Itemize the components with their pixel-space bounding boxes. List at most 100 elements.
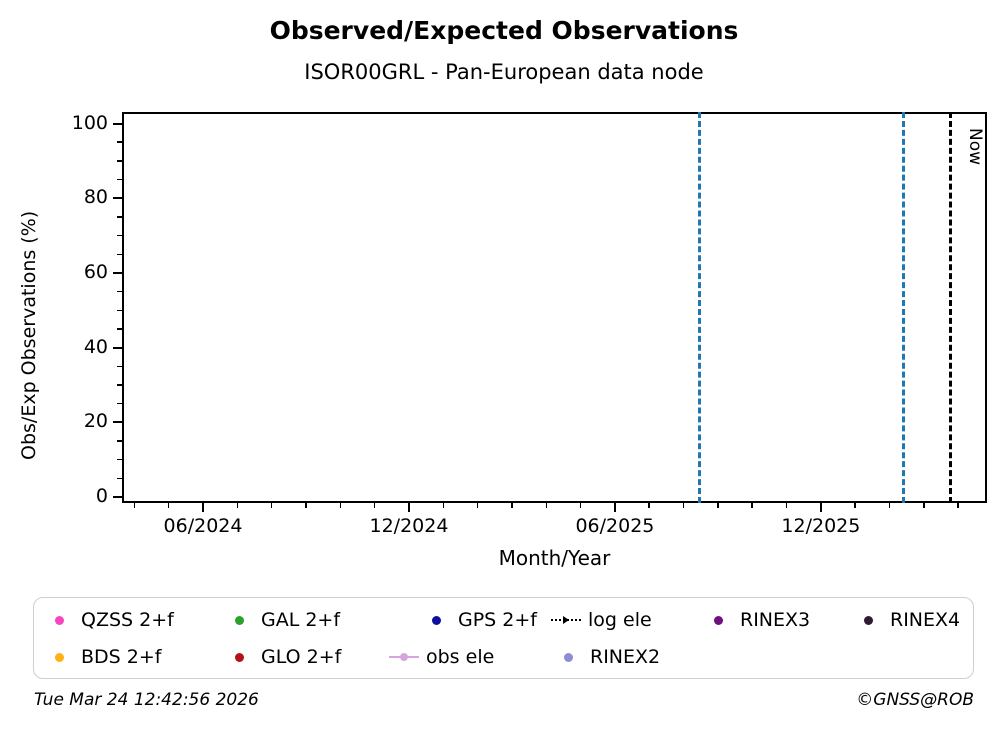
y-tick-minor — [117, 290, 122, 293]
x-tick-minor — [305, 503, 307, 508]
y-tick-major — [113, 197, 122, 200]
x-tick-minor — [373, 503, 376, 508]
rinex3-dot-icon — [713, 615, 723, 625]
legend-marker — [389, 650, 419, 664]
y-tick-minor — [117, 477, 122, 480]
legend-marker — [421, 613, 451, 627]
x-tick-minor — [167, 503, 170, 508]
y-tick-minor — [117, 402, 122, 405]
legend-label: GAL 2+f — [261, 609, 341, 631]
y-tick-label: 100 — [71, 111, 108, 134]
y-tick-minor — [117, 216, 122, 218]
y-tick-major — [113, 421, 122, 424]
y-tick-minor — [117, 440, 122, 442]
x-tick-minor — [957, 503, 959, 508]
plot-frame — [122, 112, 987, 503]
legend-label: BDS 2+f — [81, 646, 162, 668]
x-tick-minor — [717, 503, 719, 508]
bds-2-f-dot-icon — [54, 652, 64, 662]
plot-timestamp: Tue Mar 24 12:42:56 2026 — [34, 690, 259, 710]
legend-item-qzss-2-f: QZSS 2+f — [44, 608, 174, 632]
x-tick-minor — [133, 503, 136, 508]
legend-marker — [703, 613, 733, 627]
x-tick-minor — [785, 503, 788, 508]
x-tick-label: 12/2025 — [781, 515, 861, 537]
legend-label: obs ele — [426, 646, 495, 668]
chart-title: Observed/Expected Observations — [269, 16, 739, 45]
legend-item-gal-2-f: GAL 2+f — [224, 608, 340, 632]
y-tick-minor — [117, 384, 122, 386]
legend-label: RINEX4 — [890, 609, 961, 631]
rinex4-dot-icon — [863, 615, 873, 625]
y-tick-minor — [117, 234, 122, 237]
x-tick-minor — [923, 503, 925, 508]
legend-item-rinex2: RINEX2 — [553, 645, 660, 669]
legend-label: log ele — [588, 609, 652, 631]
y-tick-label: 20 — [83, 410, 108, 433]
x-tick-minor — [236, 503, 239, 508]
y-tick-major — [113, 496, 122, 499]
y-tick-major — [113, 122, 122, 125]
legend-item-obs-ele: obs ele — [389, 645, 494, 669]
copyright-credit: ©GNSS@ROB — [856, 690, 974, 710]
legend-label: GLO 2+f — [261, 646, 342, 668]
x-tick-minor — [270, 503, 273, 508]
legend-marker — [44, 613, 74, 627]
legend-label: RINEX3 — [740, 609, 811, 631]
x-tick-minor — [442, 503, 445, 508]
qzss-2-f-dot-icon — [54, 615, 64, 625]
x-tick-minor — [888, 503, 891, 508]
x-tick-minor — [339, 503, 342, 508]
x-tick-minor — [648, 503, 650, 508]
x-tick-major — [613, 503, 616, 512]
event-vline — [697, 112, 701, 503]
legend-item-bds-2-f: BDS 2+f — [44, 645, 161, 669]
x-tick-major — [202, 503, 205, 512]
y-tick-label: 0 — [95, 485, 108, 508]
x-tick-major — [819, 503, 822, 512]
gal-2-f-dot-icon — [234, 615, 244, 625]
y-tick-minor — [117, 178, 122, 181]
legend-marker — [224, 650, 254, 664]
legend-marker — [44, 650, 74, 664]
x-tick-minor — [545, 503, 547, 508]
y-tick-minor — [117, 141, 122, 143]
legend-label: RINEX2 — [590, 646, 661, 668]
legend-item-rinex4: RINEX4 — [853, 608, 960, 632]
y-tick-minor — [117, 458, 122, 461]
y-tick-label: 80 — [83, 186, 108, 209]
log-ele-arrow-icon — [563, 616, 569, 624]
x-tick-major — [407, 503, 410, 512]
y-tick-major — [113, 271, 122, 274]
legend-marker — [224, 613, 254, 627]
glo-2-f-dot-icon — [234, 652, 244, 662]
x-axis-label: Month/Year — [498, 546, 611, 570]
y-tick-minor — [117, 309, 122, 312]
x-tick-label: 12/2024 — [369, 515, 449, 537]
event-vline — [902, 112, 906, 503]
rinex2-dot-icon — [563, 652, 573, 662]
y-tick-minor — [117, 365, 122, 368]
gps-2-f-dot-icon — [431, 615, 441, 625]
y-tick-minor — [117, 160, 122, 162]
y-tick-minor — [117, 253, 122, 256]
y-tick-major — [113, 346, 122, 349]
x-tick-minor — [682, 503, 685, 508]
x-tick-minor — [476, 503, 479, 508]
now-label: Now — [965, 128, 985, 166]
legend-item-log-ele: log ele — [551, 608, 652, 632]
y-tick-minor — [117, 328, 122, 330]
legend-marker — [553, 650, 583, 664]
obs-ele-dot-icon — [400, 653, 408, 661]
now-line — [948, 112, 952, 503]
legend: QZSS 2+f GAL 2+f GPS 2+f log ele RINEX3 RINEX… — [33, 597, 974, 679]
legend-marker — [551, 613, 581, 627]
x-tick-minor — [511, 503, 513, 508]
x-tick-minor — [751, 503, 753, 508]
x-tick-label: 06/2024 — [163, 515, 243, 537]
y-tick-label: 40 — [83, 335, 108, 358]
legend-label: GPS 2+f — [458, 609, 537, 631]
x-tick-label: 06/2025 — [575, 515, 655, 537]
